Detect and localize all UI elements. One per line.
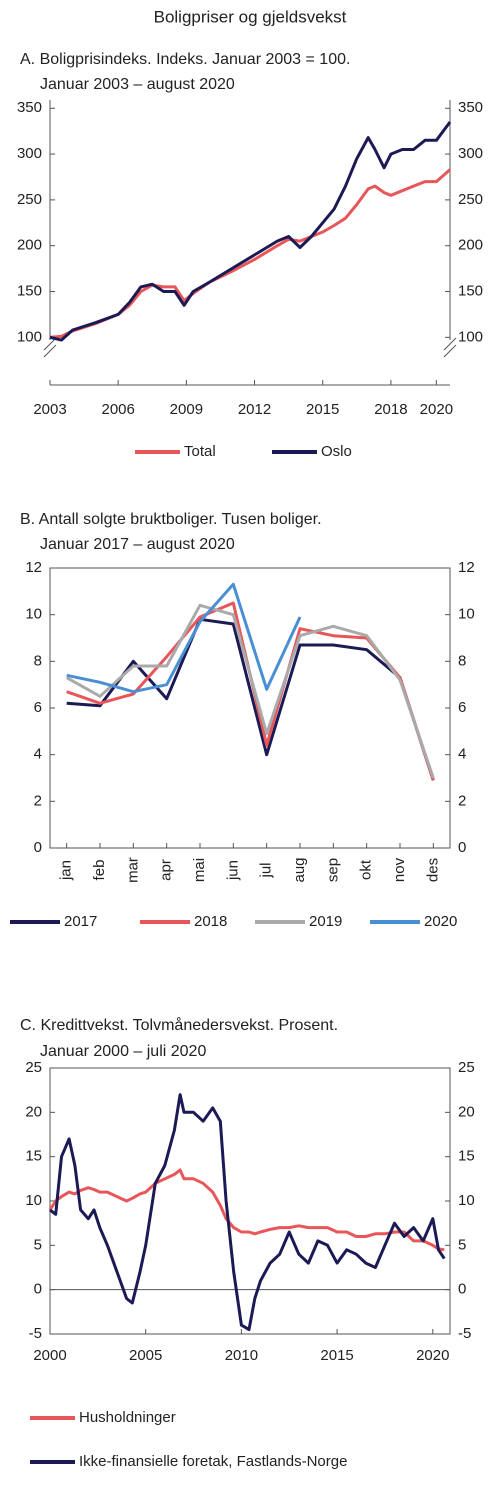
legend-label: Husholdninger	[79, 1409, 176, 1426]
x-tick-label: 2015	[320, 1347, 353, 1364]
chart-subtitle: Januar 2017 – august 2020	[40, 536, 235, 553]
legend-label: 2019	[309, 913, 342, 930]
x-tick-label: 2003	[33, 401, 66, 418]
y2-tick-label: 15	[458, 1148, 475, 1165]
plot-frame	[49, 567, 451, 849]
y2-tick-label: 2	[458, 792, 466, 809]
y2-tick-label: 6	[458, 699, 466, 716]
series-line	[49, 121, 452, 342]
x-tick-label: feb	[91, 860, 108, 881]
axis-break	[43, 344, 57, 358]
x-tick-label: jun	[224, 860, 241, 881]
axis-break	[443, 337, 457, 351]
y-tick-label: 6	[34, 699, 42, 716]
series-line	[49, 1093, 446, 1332]
chart-title: C. Kredittvekst. Tolvmånedersvekst. Pros…	[20, 1016, 338, 1034]
axis-break	[443, 344, 457, 358]
x-tick-label: apr	[158, 859, 175, 881]
chart-subtitle: Januar 2000 – juli 2020	[40, 1043, 206, 1060]
y2-tick-label: 0	[458, 1281, 466, 1298]
y2-tick-label: 0	[458, 839, 466, 856]
y-tick-label: 8	[34, 652, 42, 669]
x-tick-label: okt	[358, 859, 375, 880]
y2-tick-label: 5	[458, 1236, 466, 1253]
y2-tick-label: 12	[458, 559, 475, 576]
y-tick-label: 350	[17, 99, 42, 116]
x-tick-label: 2010	[225, 1347, 258, 1364]
y-tick-label: 300	[17, 145, 42, 162]
x-tick-label: 2015	[306, 401, 339, 418]
y2-tick-label: 10	[458, 606, 475, 623]
x-tick-label: 2006	[101, 401, 134, 418]
x-tick-label: mai	[191, 858, 208, 882]
x-tick-label: 2005	[129, 1347, 162, 1364]
y-tick-label: 100	[17, 328, 42, 345]
y2-tick-label: 300	[458, 145, 483, 162]
legend-label: 2020	[424, 913, 457, 930]
y2-tick-label: 20	[458, 1103, 475, 1120]
y-tick-label: 150	[17, 282, 42, 299]
y2-tick-label: 25	[458, 1059, 475, 1076]
y2-tick-label: 10	[458, 1192, 475, 1209]
x-tick-label: 2020	[420, 401, 453, 418]
y2-tick-label: 8	[458, 652, 466, 669]
series-line	[66, 582, 302, 694]
figure-title: Boligpriser og gjeldsvekst	[154, 7, 347, 26]
y-tick-label: -5	[29, 1325, 42, 1342]
y2-tick-label: 250	[458, 191, 483, 208]
x-tick-label: sep	[324, 858, 341, 882]
y-tick-label: 20	[25, 1103, 42, 1120]
x-tick-label: nov	[391, 857, 408, 882]
chart-title: A. Boligprisindeks. Indeks. Januar 2003 …	[20, 51, 350, 68]
y-tick-label: 250	[17, 191, 42, 208]
y2-tick-label: 200	[458, 237, 483, 254]
x-tick-label: aug	[291, 857, 308, 882]
legend-label: 2018	[194, 913, 227, 930]
series-line	[65, 603, 435, 779]
y2-tick-label: 100	[458, 328, 483, 345]
x-tick-label: 2012	[238, 401, 271, 418]
x-tick-label: des	[424, 858, 441, 882]
y-tick-label: 2	[34, 792, 42, 809]
x-tick-label: jul	[258, 862, 275, 878]
series-line	[66, 617, 435, 781]
series-line	[48, 1168, 445, 1252]
x-tick-label: 2018	[374, 401, 407, 418]
legend-label: Ikke-finansielle foretak, Fastlands-Norg…	[79, 1453, 347, 1470]
y2-tick-label: -5	[458, 1325, 471, 1342]
series-line	[49, 168, 451, 339]
y-tick-label: 0	[34, 839, 42, 856]
legend-label: Oslo	[321, 443, 352, 460]
y-tick-label: 0	[34, 1281, 42, 1298]
x-tick-label: mar	[124, 857, 141, 883]
plot-frame	[49, 1067, 451, 1335]
legend-label: Total	[184, 443, 216, 460]
y2-tick-label: 150	[458, 282, 483, 299]
y2-tick-label: 4	[458, 746, 466, 763]
y-tick-label: 15	[25, 1148, 42, 1165]
chart-title: B. Antall solgte bruktboliger. Tusen bol…	[20, 511, 322, 528]
y-tick-label: 25	[25, 1059, 42, 1076]
x-tick-label: jan	[58, 860, 75, 881]
y-tick-label: 10	[25, 606, 42, 623]
y-tick-label: 200	[17, 237, 42, 254]
y-tick-label: 4	[34, 746, 42, 763]
y-tick-label: 12	[25, 559, 42, 576]
y-tick-label: 10	[25, 1192, 42, 1209]
x-tick-label: 2009	[170, 401, 203, 418]
chart-subtitle: Januar 2003 – august 2020	[40, 76, 235, 93]
x-tick-label: 2020	[416, 1347, 449, 1364]
legend-label: 2017	[64, 913, 97, 930]
y2-tick-label: 350	[458, 99, 483, 116]
axis-break	[43, 337, 57, 351]
y-tick-label: 5	[34, 1236, 42, 1253]
x-tick-label: 2000	[33, 1347, 66, 1364]
